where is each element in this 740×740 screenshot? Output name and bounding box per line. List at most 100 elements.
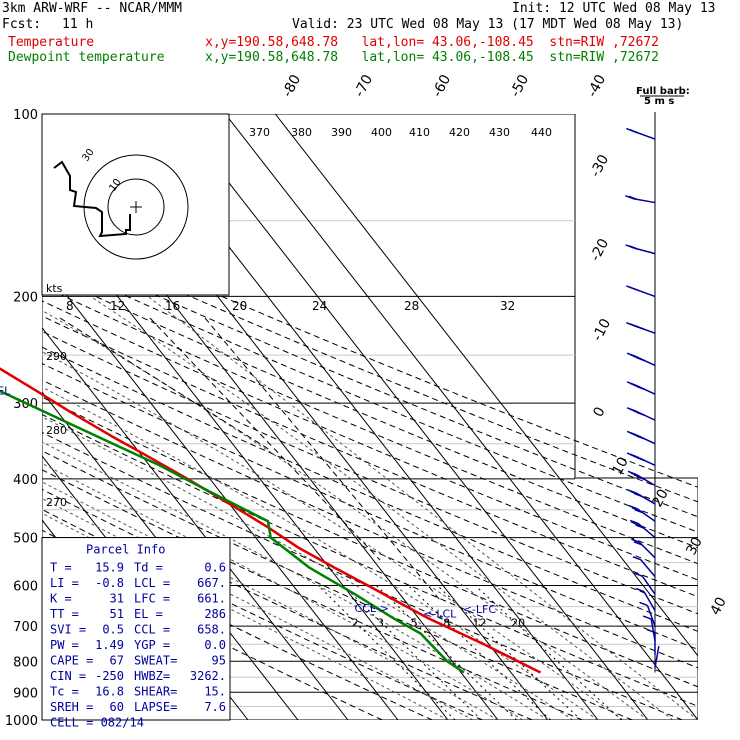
isotherm-label: 20 [649, 487, 671, 510]
parcel-info-label: LAPSE= [134, 700, 177, 714]
wind-barb-flag [636, 411, 645, 416]
dry-adiabat-line [42, 216, 698, 488]
pressure-axis-label: 600 [13, 580, 38, 595]
dewpoint-location: x,y=190.58,648.78 lat,lon= 43.06,-108.45… [205, 50, 659, 65]
wind-barb-flag [629, 286, 638, 291]
parcel-info-value: 0.0 [204, 638, 226, 652]
moist-adiabat-line [42, 462, 524, 720]
wind-barb-shaft [634, 130, 656, 140]
theta-e-label: 380 [291, 126, 312, 139]
theta-e-label: 440 [531, 126, 552, 139]
parcel-info-label: SREH = [50, 700, 93, 714]
model-title: 3km ARW-WRF -- NCAR/MMM [2, 1, 183, 16]
dewpoint-legend-label: Dewpoint temperature [8, 50, 165, 65]
isotherm-label: -10 [589, 316, 614, 344]
wind-barb [635, 587, 656, 612]
wind-barb-flag [628, 245, 638, 250]
isotherm-label: 0 [590, 404, 608, 419]
hodograph-speed-label: 8 [66, 299, 74, 313]
theta-e-label: 390 [331, 126, 352, 139]
mixing-ratio-line [343, 585, 482, 720]
parcel-info-box: Parcel Info T = 15.9 Td = 0.6 LI = -0.8 LCL = 66… [41, 537, 231, 730]
forecast-hour: 11 h [62, 17, 94, 32]
parcel-info-label: YGP = [134, 638, 170, 652]
isotherm-label: -40 [584, 72, 609, 100]
temperature-legend-label: Temperature [8, 35, 95, 50]
parcel-info-label: HWBZ= [134, 669, 170, 683]
mixing-ratio-label: 5 [411, 616, 418, 629]
isotherm-label: -50 [507, 72, 532, 100]
parcel-info-label: EL = [134, 607, 163, 621]
wind-barb-flag [636, 356, 645, 362]
parcel-info-value: 0.5 [102, 623, 124, 637]
wind-barb-shaft [643, 591, 656, 612]
wind-barb [631, 538, 656, 559]
parcel-info-value: 286 [204, 607, 226, 621]
hodograph-guide-line [149, 317, 381, 561]
parcel-info-label: SVI = [50, 623, 86, 637]
theta-e-label: 400 [371, 126, 392, 139]
hodograph-ring [107, 178, 165, 236]
isotherm-label: -20 [587, 236, 612, 264]
mixing-ratio-line [376, 585, 517, 720]
hodograph-speed-label: 28 [404, 299, 419, 313]
theta-label: 280 [46, 424, 67, 437]
wind-barb [629, 519, 656, 539]
wind-barb-flag [631, 506, 641, 512]
theta-label: 270 [46, 496, 67, 509]
isotherm-line [274, 114, 698, 657]
hodograph-guide-line [59, 317, 271, 451]
moist-adiabat-line [42, 497, 474, 720]
wind-barb-shaft [654, 645, 660, 668]
isotherm-label: 40 [707, 595, 729, 618]
wind-barb-shaft [634, 288, 656, 298]
isotherm-label: -30 [587, 152, 612, 180]
wind-barb [627, 489, 656, 505]
wind-barb-flag [636, 435, 645, 440]
dry-adiabat-line [42, 285, 698, 565]
wind-barb-flag [646, 628, 656, 634]
wind-barb-shaft [640, 559, 656, 578]
theta-e-label: 370 [249, 126, 270, 139]
hodograph-speed-label: 24 [312, 299, 327, 313]
parcel-info-label: CIN = [50, 669, 86, 683]
wind-barb-flag [639, 601, 648, 607]
dry-adiabat-line [42, 379, 698, 669]
dry-adiabat-line [42, 346, 698, 632]
wind-barb-shaft [633, 247, 656, 255]
parcel-info-label: Tc = [50, 685, 79, 699]
dewpoint-curve [0, 389, 465, 674]
hodograph-speed-label: 32 [500, 299, 515, 313]
wind-barb-shaft [646, 605, 656, 627]
parcel-info-label: K = [50, 592, 72, 606]
mixing-ratio-line [475, 585, 622, 720]
wind-barb [626, 127, 656, 140]
mixing-ratio-line [408, 585, 551, 720]
parcel-info-cell: CELL = 082/14 [50, 716, 144, 730]
hodograph-guide-line [204, 317, 441, 601]
wind-barb-shaft [637, 522, 656, 539]
parcel-info-value: 95 [212, 654, 226, 668]
init-time: Init: 12 UTC Wed 08 May 13 [512, 1, 716, 16]
pressure-axis-label: 200 [13, 290, 38, 305]
parcel-info-value: -0.8 [95, 576, 124, 590]
wind-barb [626, 285, 656, 298]
wind-barb [626, 407, 656, 421]
mixing-ratio-label: 3 [377, 616, 384, 629]
wind-barb-shaft [641, 575, 656, 595]
wind-barb [627, 470, 656, 486]
moist-adiabat-line [42, 351, 624, 720]
sounding-curves: <-EL CCL-> <-LCL <-LFC [0, 367, 542, 674]
sounding-header: 3km ARW-WRF -- NCAR/MMM Init: 12 UTC Wed… [0, 0, 740, 70]
wind-barb [626, 321, 656, 334]
mixing-ratio-label: 2 [352, 616, 359, 629]
parcel-info-value: 67 [110, 654, 124, 668]
wind-barb-flag [631, 538, 640, 543]
barb-legend-unit: 5 m s [644, 96, 674, 107]
dry-adiabat-line [42, 396, 698, 688]
wind-barb [639, 601, 656, 627]
hodograph-speed-label: 16 [165, 299, 180, 313]
parcel-info-value: 60 [110, 700, 124, 714]
wind-barb-flag [628, 195, 638, 201]
